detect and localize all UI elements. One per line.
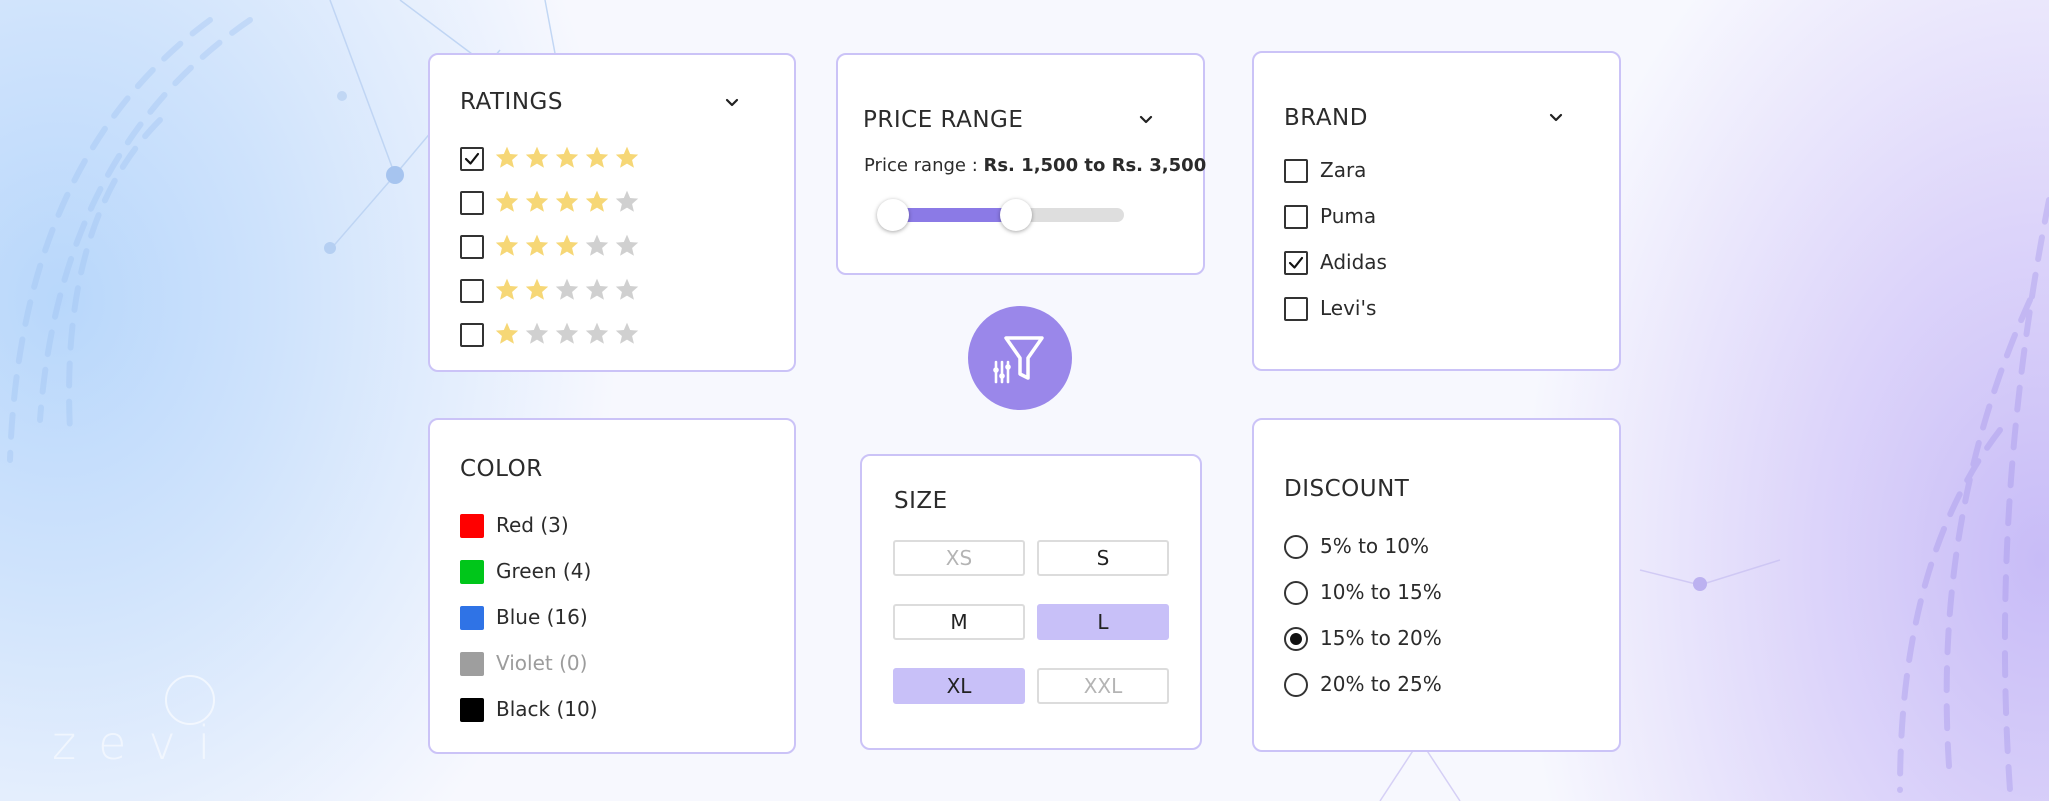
- size-filter-card: SIZE XS S M L XL XXL: [860, 454, 1202, 750]
- discount-option-label: 5% to 10%: [1320, 534, 1429, 558]
- price-slider-max-handle[interactable]: [999, 199, 1032, 231]
- brand-label: Levi's: [1320, 296, 1377, 320]
- discount-title: DISCOUNT: [1284, 476, 1410, 502]
- rating-checkbox-1-star[interactable]: [460, 323, 484, 347]
- price-range-title: PRICE RANGE: [863, 107, 1024, 133]
- brand-filter-card: BRAND Zara Puma Adidas Levi's: [1252, 51, 1621, 371]
- rating-checkbox-3-star[interactable]: [460, 235, 484, 259]
- star-empty-icon: [585, 322, 609, 344]
- size-option-xxl[interactable]: XXL: [1037, 668, 1169, 704]
- chevron-down-icon[interactable]: [1136, 110, 1156, 130]
- discount-radio[interactable]: [1284, 673, 1308, 697]
- rating-checkbox-5-star[interactable]: [460, 147, 484, 171]
- size-title: SIZE: [894, 488, 948, 514]
- color-option-label[interactable]: Violet (0): [496, 651, 588, 675]
- discount-filter-card: DISCOUNT 5% to 10% 10% to 15% 15% to 20% 20…: [1252, 418, 1621, 752]
- star-empty-icon: [615, 234, 639, 256]
- color-option-label[interactable]: Green (4): [496, 559, 592, 583]
- discount-radio[interactable]: [1284, 627, 1308, 651]
- price-slider-fill: [892, 208, 1016, 222]
- brand-checkbox-zara[interactable]: [1284, 159, 1308, 183]
- brand-label: Adidas: [1320, 250, 1387, 274]
- price-range-filter-card: PRICE RANGE Price range : Rs. 1,500 to R…: [836, 53, 1206, 275]
- color-option-label[interactable]: Black (10): [496, 697, 598, 721]
- star-rating-1: [494, 321, 640, 347]
- discount-option-label: 20% to 25%: [1320, 672, 1442, 696]
- size-option-xs[interactable]: XS: [893, 540, 1025, 576]
- brand-title: BRAND: [1284, 105, 1368, 131]
- color-swatch[interactable]: [460, 560, 484, 584]
- color-option-label[interactable]: Blue (16): [496, 605, 588, 629]
- price-range-label: Price range : Rs. 1,500 to Rs. 3,500: [864, 155, 1206, 176]
- color-filter-card: COLOR Red (3) Green (4) Blue (16) Violet (0…: [428, 418, 796, 754]
- star-rating-2: [494, 277, 640, 303]
- price-range-prefix: Price range :: [864, 155, 984, 176]
- rating-checkbox-4-star[interactable]: [460, 191, 484, 215]
- star-filled-icon: [525, 190, 549, 212]
- ratings-filter-card: RATINGS: [428, 53, 796, 372]
- star-filled-icon: [525, 234, 549, 256]
- radio-selected-dot: [1290, 633, 1302, 645]
- discount-radio[interactable]: [1284, 581, 1308, 605]
- color-swatch[interactable]: [460, 514, 484, 538]
- star-filled-icon: [585, 190, 609, 212]
- star-filled-icon: [495, 322, 519, 344]
- chevron-down-icon[interactable]: [1546, 108, 1566, 128]
- star-rating-3: [494, 233, 640, 259]
- zevi-watermark-logo: zevi: [52, 716, 233, 770]
- brand-checkbox-levis[interactable]: [1284, 297, 1308, 321]
- star-empty-icon: [585, 278, 609, 300]
- star-filled-icon: [495, 190, 519, 212]
- star-filled-icon: [525, 278, 549, 300]
- star-filled-icon: [555, 234, 579, 256]
- star-filled-icon: [615, 146, 639, 168]
- color-option-label[interactable]: Red (3): [496, 513, 569, 537]
- color-swatch[interactable]: [460, 698, 484, 722]
- color-title: COLOR: [460, 456, 543, 482]
- star-filled-icon: [495, 278, 519, 300]
- discount-option-label: 10% to 15%: [1320, 580, 1442, 604]
- star-filled-icon: [525, 146, 549, 168]
- star-empty-icon: [615, 190, 639, 212]
- star-filled-icon: [495, 146, 519, 168]
- brand-checkbox-adidas[interactable]: [1284, 251, 1308, 275]
- star-filled-icon: [585, 146, 609, 168]
- price-slider-min-handle[interactable]: [876, 199, 909, 231]
- price-range-value: Rs. 1,500 to Rs. 3,500: [983, 155, 1207, 176]
- brand-label: Zara: [1320, 158, 1367, 182]
- star-rating-4: [494, 189, 640, 215]
- star-empty-icon: [615, 278, 639, 300]
- star-filled-icon: [555, 190, 579, 212]
- star-empty-icon: [525, 322, 549, 344]
- star-empty-icon: [615, 322, 639, 344]
- star-rating-5: [494, 145, 640, 171]
- color-swatch[interactable]: [460, 652, 484, 676]
- star-empty-icon: [555, 278, 579, 300]
- brand-checkbox-puma[interactable]: [1284, 205, 1308, 229]
- ratings-title: RATINGS: [460, 89, 563, 115]
- star-filled-icon: [555, 146, 579, 168]
- chevron-down-icon[interactable]: [722, 93, 742, 113]
- size-option-m[interactable]: M: [893, 604, 1025, 640]
- filter-button[interactable]: [968, 306, 1072, 410]
- rating-checkbox-2-star[interactable]: [460, 279, 484, 303]
- star-empty-icon: [555, 322, 579, 344]
- filter-icon: [993, 336, 1044, 384]
- color-swatch[interactable]: [460, 606, 484, 630]
- size-option-l[interactable]: L: [1037, 604, 1169, 640]
- discount-radio[interactable]: [1284, 535, 1308, 559]
- size-option-xl[interactable]: XL: [893, 668, 1025, 704]
- star-empty-icon: [585, 234, 609, 256]
- size-option-s[interactable]: S: [1037, 540, 1169, 576]
- discount-option-label: 15% to 20%: [1320, 626, 1442, 650]
- star-filled-icon: [495, 234, 519, 256]
- brand-label: Puma: [1320, 204, 1377, 228]
